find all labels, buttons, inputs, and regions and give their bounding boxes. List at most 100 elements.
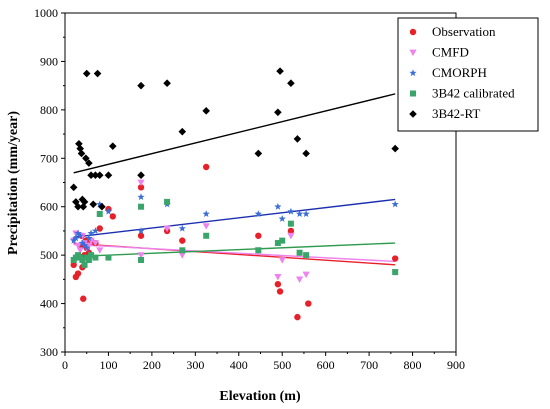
x-tick-label: 800 (404, 358, 422, 372)
data-point (391, 144, 399, 153)
data-point (87, 229, 95, 237)
data-point (392, 269, 399, 276)
data-point (274, 202, 282, 210)
data-point (137, 179, 145, 187)
data-point (80, 241, 89, 249)
data-point (85, 234, 93, 242)
data-point (274, 108, 282, 117)
y-tick-label: 1000 (34, 6, 58, 20)
y-tick-label: 400 (40, 297, 58, 311)
data-point (178, 127, 187, 136)
data-point (287, 207, 295, 215)
x-tick-label: 400 (230, 358, 248, 372)
data-point (91, 171, 100, 180)
data-point (278, 215, 286, 222)
x-tick-label: 500 (273, 358, 291, 372)
data-point (203, 232, 210, 239)
data-point (276, 67, 284, 75)
data-point (274, 240, 281, 247)
series-5-points (69, 67, 399, 211)
data-point (88, 252, 95, 259)
data-point (287, 227, 295, 235)
data-point (278, 257, 286, 264)
data-point (296, 276, 304, 283)
data-point (104, 207, 113, 215)
data-point (138, 256, 145, 263)
y-tick-label: 300 (40, 345, 58, 359)
legend-label: CMORPH (432, 65, 487, 80)
data-point (85, 256, 92, 263)
data-point (178, 224, 186, 232)
data-point (74, 270, 82, 277)
y-tick-label: 800 (40, 103, 58, 117)
data-point (302, 210, 310, 218)
data-point (274, 274, 282, 281)
x-tick-label: 200 (143, 358, 161, 372)
data-point (164, 198, 171, 205)
data-point (287, 220, 294, 227)
series-4-points (70, 198, 399, 276)
data-point (287, 79, 295, 88)
data-point (74, 202, 82, 211)
y-tick-label: 900 (40, 54, 58, 68)
legend-label: Observation (432, 24, 496, 39)
data-point (202, 223, 210, 230)
data-point (179, 247, 186, 254)
legend-items: Observation CMFD CMORPH 3B42 calibrated 3B42… (409, 24, 515, 121)
x-tick-label: 600 (317, 358, 335, 372)
data-point (96, 247, 104, 254)
data-point (96, 200, 104, 208)
data-point (391, 200, 399, 208)
data-point (95, 171, 104, 180)
data-point (202, 163, 210, 171)
trend-line (73, 242, 396, 258)
data-point (74, 242, 82, 250)
trend-line (73, 243, 396, 263)
data-point (137, 232, 145, 239)
data-point (93, 69, 102, 78)
x-tick-label: 900 (447, 358, 465, 372)
legend-marker (409, 49, 417, 57)
data-point (137, 171, 145, 180)
data-point (391, 255, 399, 262)
data-point (92, 254, 99, 261)
data-point (76, 247, 84, 254)
data-point (80, 198, 89, 206)
y-tick-label: 700 (40, 151, 58, 165)
data-point (294, 313, 301, 321)
legend-marker (409, 69, 417, 77)
x-tick-label: 0 (62, 358, 68, 372)
x-tick-label: 700 (360, 358, 378, 372)
data-point (254, 210, 262, 218)
data-point (77, 149, 86, 158)
data-point (87, 171, 95, 180)
data-point (137, 81, 145, 90)
legend-marker (409, 110, 417, 118)
trend-lines (73, 93, 396, 266)
data-point (70, 261, 77, 269)
y-tick-label: 500 (40, 248, 58, 262)
data-point (276, 288, 284, 295)
data-point (78, 239, 86, 247)
data-point (79, 256, 86, 263)
data-point (137, 184, 145, 191)
data-point (254, 149, 263, 158)
data-point (85, 159, 93, 167)
data-point (69, 183, 78, 192)
data-point (91, 227, 100, 234)
plot-frame (64, 12, 457, 353)
data-point (76, 231, 84, 239)
data-point (109, 213, 116, 220)
data-point (82, 69, 91, 78)
data-point (70, 236, 78, 244)
data-point (287, 232, 295, 240)
data-point (85, 242, 93, 250)
trend-line (73, 93, 396, 174)
data-point (305, 300, 312, 307)
data-point (81, 261, 88, 268)
data-point (279, 237, 286, 244)
y-axis-title: Precipitation (mm/year) (6, 111, 21, 255)
data-point (202, 107, 210, 115)
data-point (179, 237, 186, 244)
data-points (69, 67, 399, 321)
